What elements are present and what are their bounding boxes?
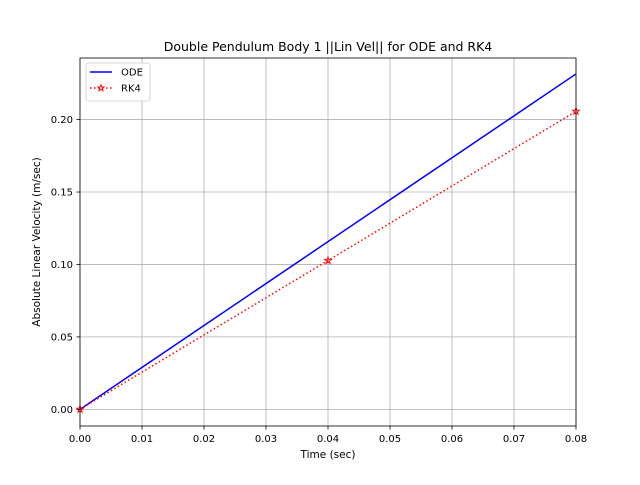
y-tick-label: 0.00 — [51, 405, 73, 416]
y-tick-label: 0.20 — [51, 115, 73, 126]
x-tick-label: 0.02 — [193, 434, 215, 445]
series-marker-rk4 — [323, 255, 333, 265]
legend: ODE RK4 — [85, 62, 151, 102]
x-tick-label: 0.03 — [255, 434, 277, 445]
x-tick-label: 0.06 — [441, 434, 463, 445]
chart-title: Double Pendulum Body 1 ||Lin Vel|| for O… — [164, 39, 493, 54]
x-tick-label: 0.01 — [131, 434, 153, 445]
series-line-ode — [79, 73, 577, 410]
series-line-rk4 — [79, 110, 577, 410]
y-tick-label: 0.15 — [51, 188, 73, 199]
x-tick-label: 0.04 — [317, 434, 339, 445]
legend-label-rk4: RK4 — [121, 84, 141, 95]
x-tick-label: 0.05 — [379, 434, 401, 445]
x-tick-label: 0.07 — [503, 434, 525, 445]
y-tick-label: 0.10 — [51, 260, 73, 271]
y-axis-label: Absolute Linear Velocity (m/sec) — [31, 157, 43, 326]
x-axis-label: Time (sec) — [300, 449, 356, 461]
legend-marker-rk4 — [96, 83, 106, 92]
y-tick-label: 0.05 — [51, 332, 73, 343]
axis-ticks: 0.00 0.01 0.02 0.03 0.04 0.05 0.06 0.07 0.08 0.00… — [51, 115, 587, 445]
legend-label-ode: ODE — [121, 68, 143, 79]
x-tick-label: 0.08 — [565, 434, 587, 445]
x-tick-label: 0.00 — [69, 434, 91, 445]
